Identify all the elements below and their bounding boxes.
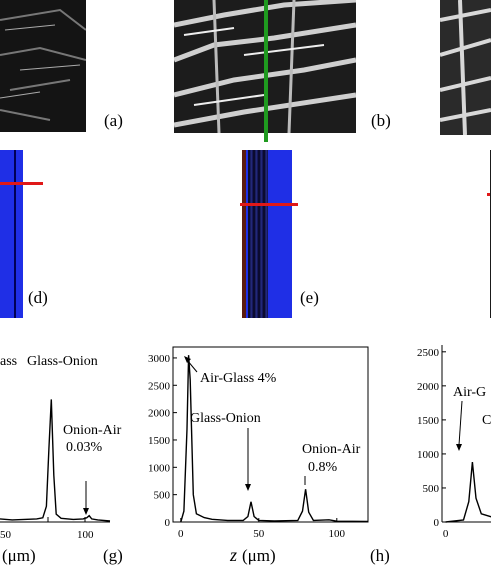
plot-i-x-axis: 05 [443, 528, 449, 540]
panel-label-g: (g) [103, 546, 123, 565]
plot-h-ytick-label: 1500 [148, 435, 171, 447]
plot-h-ytick-label: 500 [154, 490, 171, 502]
plot-i-ytick-label: 2500 [417, 347, 440, 359]
scan-line-green [264, 0, 268, 133]
plot-g-annot-onion-air: Onion-Air [63, 423, 122, 438]
panel-label-d: (d) [28, 288, 48, 307]
plot-i-arrow [458, 400, 463, 446]
plot-g-xtick-100: 100 [77, 529, 94, 541]
scan-line-green-extension [264, 133, 268, 142]
panel-label-a: (a) [104, 111, 123, 130]
panel-label-h: (h) [370, 546, 390, 565]
plot-h-ytick-label: 2500 [148, 380, 171, 392]
plot-i-ytick-label: 1000 [417, 449, 440, 461]
plot-i-annot-c: C [482, 413, 491, 428]
plot-h-annot-pct: 0.8% [308, 460, 338, 475]
plot-h-xtick-label: 100 [329, 528, 346, 540]
panel-label-b: (b) [371, 111, 391, 130]
plot-h-xtick-label: 50 [253, 528, 264, 540]
plot-i-ytick-label: 1500 [417, 415, 440, 427]
micrograph-a-texture [0, 0, 86, 132]
plot-i-annot-air-g: Air-G [453, 385, 486, 400]
plot-h-line [180, 355, 369, 523]
plot-h-x-axis: 0 50 100 [178, 518, 346, 540]
plot-g-xlabel: (μm) [2, 546, 36, 565]
plot-h-arrow-air-glass [186, 359, 198, 373]
plot-h-annot-glass-onion: Glass-Onion [190, 411, 261, 426]
micrograph-b [174, 0, 356, 133]
marker-line-red-f [487, 193, 491, 196]
plot-g-annot-pct: 0.03% [66, 440, 103, 455]
marker-line-red [0, 182, 23, 185]
plot-i-line [445, 462, 491, 523]
marker-line-red-e-ext [240, 203, 298, 206]
plot-h-annot-air-glass: Air-Glass 4% [200, 371, 277, 386]
plot-i-xtick-label: 0 [443, 528, 449, 540]
plot-h-ytick-label: 0 [165, 517, 171, 529]
plot-g-xtick-50: 50 [0, 529, 12, 541]
plot-h-annot-onion-air: Onion-Air [302, 442, 361, 457]
plot-i-ytick-label: 500 [423, 483, 440, 495]
oct-image-d [0, 150, 23, 318]
micrograph-c [440, 0, 491, 135]
plot-h-ytick-label: 2000 [148, 408, 171, 420]
panel-label-e: (e) [300, 288, 319, 307]
plot-h-frame [172, 346, 369, 523]
plot-i-ytick-label: 2000 [417, 381, 440, 393]
plot-g: ass Glass-Onion Onion-Air 0.03% 50 100 (… [0, 354, 123, 565]
plot-g-annot-ass: ass [0, 354, 17, 369]
plot-h-ytick-label: 1000 [148, 462, 171, 474]
oct-image-e [242, 150, 292, 318]
plot-i: 0 500 1000 1500 2000 2500 05 Air-G C [417, 345, 491, 540]
plot-h: 0 500 1000 1500 2000 2500 3000 0 50 100 Air-Glas… [148, 346, 390, 565]
plot-i-ytick-label: 0 [434, 517, 440, 529]
plot-h-xlabel-unit: (μm) [242, 546, 276, 565]
plot-g-annot-glass-onion: Glass-Onion [27, 354, 98, 369]
plot-i-y-axis: 0 500 1000 1500 2000 2500 [417, 347, 446, 529]
marker-line-red-d-ext [23, 182, 43, 185]
plot-h-xtick-label: 0 [178, 528, 184, 540]
plot-h-y-axis: 0 500 1000 1500 2000 2500 3000 [148, 353, 177, 529]
micrograph-c-texture [440, 0, 491, 135]
plot-h-xlabel-var: z [229, 545, 237, 565]
micrograph-a [0, 0, 86, 132]
plot-g-line [0, 399, 111, 522]
plot-h-ytick-label: 3000 [148, 353, 171, 365]
